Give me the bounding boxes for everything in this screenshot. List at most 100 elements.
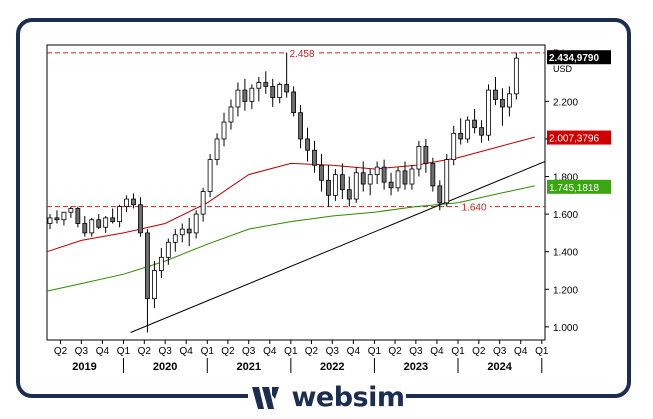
candle-body (444, 159, 450, 204)
x-tick-label: Q1 (535, 346, 549, 357)
candle (145, 229, 150, 333)
candle (263, 71, 269, 94)
x-tick-label: Q4 (514, 346, 528, 357)
candle-body (228, 106, 234, 123)
candle-body (416, 146, 422, 170)
candle (110, 208, 116, 224)
candle (409, 165, 415, 190)
candle-body (131, 198, 136, 206)
candle-body (332, 174, 338, 196)
candle-body (298, 112, 303, 140)
brand-name: websim (291, 382, 405, 413)
value-tag: 2.007,3796 (549, 134, 599, 145)
candle-body (500, 99, 505, 108)
candle-body (179, 228, 185, 236)
candle (284, 52, 290, 98)
candle (506, 86, 512, 117)
candle (430, 157, 436, 192)
candle (117, 204, 123, 228)
candle (353, 167, 359, 203)
candle-body (430, 162, 436, 187)
candle (291, 86, 297, 117)
candle-body (305, 138, 310, 151)
candle-body (360, 172, 366, 185)
candle-body (479, 127, 484, 136)
candle-body (172, 234, 178, 243)
candle-body (437, 185, 443, 204)
y-tick-label: 2.200 (553, 97, 578, 108)
candle (437, 180, 443, 211)
year-label: 2023 (404, 361, 428, 373)
candle-body (388, 181, 394, 189)
websim-logo-icon (252, 387, 280, 409)
candle-body (423, 146, 429, 164)
candle (367, 169, 373, 196)
candle (61, 211, 67, 226)
candle (479, 120, 484, 143)
candle-body (263, 82, 269, 87)
candle-body (513, 57, 519, 95)
candle-body (326, 179, 331, 196)
candle (47, 214, 53, 230)
value-tag-bg (547, 50, 611, 65)
candle-body (409, 168, 415, 185)
candle (214, 133, 220, 166)
candle-body (346, 189, 352, 200)
year-label: 2022 (320, 361, 344, 373)
candle (131, 193, 136, 209)
moving-average-green (46, 185, 535, 292)
candle (200, 187, 206, 222)
x-tick-label: Q1 (451, 346, 465, 357)
candle (54, 210, 60, 224)
candle-body (291, 91, 297, 114)
candle (89, 217, 95, 237)
candle-body (374, 166, 380, 176)
candle (346, 176, 352, 207)
candle-body (486, 89, 491, 136)
candle (374, 161, 380, 185)
candle (486, 84, 491, 141)
candle-body (61, 211, 67, 221)
candle-body (103, 217, 109, 228)
candle (381, 159, 387, 190)
websim-logo: websim (248, 380, 406, 416)
candle-body (235, 89, 241, 108)
candle-body (353, 172, 359, 200)
candle-body (472, 119, 477, 129)
x-tick-label: Q1 (368, 346, 382, 357)
candle (298, 105, 303, 149)
candle (423, 138, 429, 173)
x-tick-label: Q3 (158, 346, 172, 357)
candle-body (207, 159, 213, 192)
candle-body (89, 219, 95, 234)
candle (124, 195, 129, 213)
value-tag: 1.745,1818 (549, 183, 599, 194)
candle (158, 247, 164, 278)
candle (444, 153, 450, 207)
x-tick-label: Q2 (388, 346, 402, 357)
candle (82, 215, 88, 237)
candle (186, 217, 192, 247)
candle-body (124, 198, 129, 207)
candle-body (319, 164, 324, 181)
candle-body (367, 174, 373, 185)
candle-body (395, 170, 401, 189)
candle-body (284, 84, 290, 93)
y-axis-unit: USD (553, 64, 573, 74)
candle-body (165, 241, 171, 258)
candle (165, 238, 171, 265)
candle (388, 172, 394, 196)
candle-body (270, 85, 276, 99)
level-label-bg (458, 200, 490, 213)
candle (172, 229, 178, 252)
candle-body (214, 138, 220, 161)
candle (96, 214, 102, 230)
y-tick-label: 1.600 (553, 210, 578, 221)
candle (326, 165, 331, 207)
candle (451, 125, 457, 166)
candle-body (117, 206, 123, 223)
candle-body (312, 149, 317, 166)
support-trendline (130, 161, 546, 333)
candle (312, 140, 317, 173)
candle-body (506, 93, 512, 108)
